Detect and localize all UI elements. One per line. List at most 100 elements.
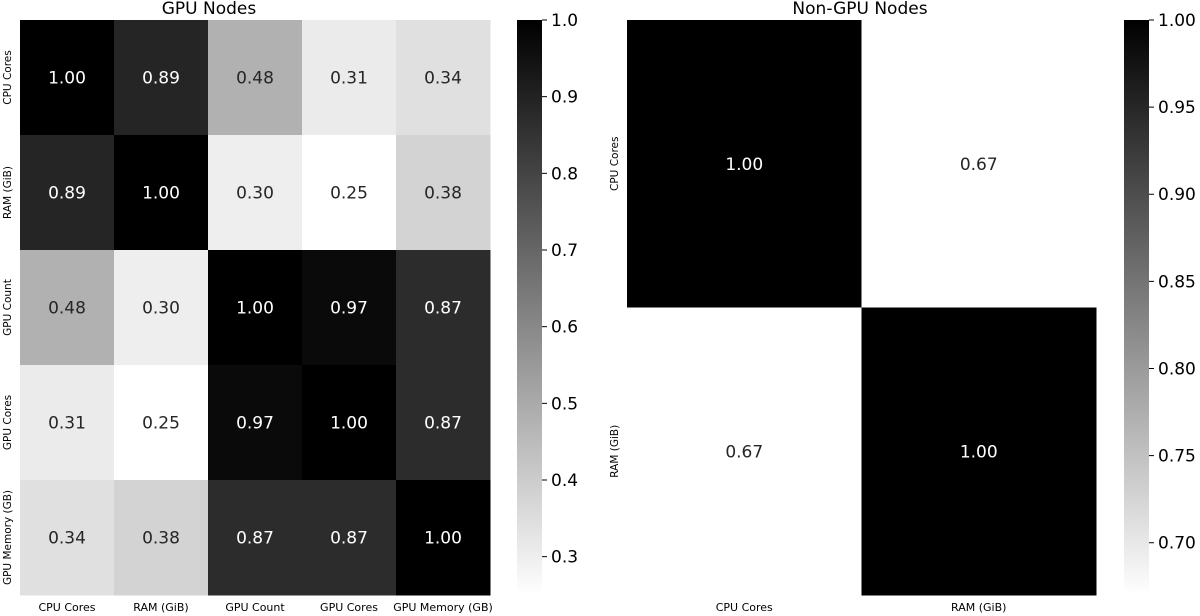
heatmap-cell — [861, 20, 1097, 308]
cell-value-label: 0.89 — [142, 69, 180, 89]
cell-value-label: 0.89 — [48, 184, 86, 204]
heatmap-cell — [396, 365, 491, 481]
heatmap-cell — [20, 250, 115, 366]
heatmap-cell — [208, 135, 303, 251]
column-label: CPU Cores — [716, 601, 773, 614]
cell-value-label: 1.00 — [142, 184, 180, 204]
chart-title: GPU Nodes — [162, 0, 257, 19]
cell-value-label: 0.87 — [236, 529, 274, 549]
heatmap-cell — [208, 250, 303, 366]
colorbar-tick-label: 0.9 — [551, 88, 578, 108]
colorbar-tick-label: 0.3 — [551, 548, 578, 568]
cell-value-label: 0.38 — [142, 529, 180, 549]
heatmap-cell — [302, 250, 397, 366]
heatmap-cell — [114, 480, 209, 596]
heatmap-cell — [396, 250, 491, 366]
column-labels: CPU Cores RAM (GiB) GPU Count GPU Cores GPU … — [38, 601, 492, 614]
cell-value-label: 0.31 — [48, 414, 86, 434]
heatmap-cells: 1.00 0.67 0.67 1.00 — [627, 20, 1097, 596]
heatmap-cell — [627, 307, 862, 596]
heatmap-cell — [114, 20, 209, 136]
column-label: RAM (GiB) — [951, 601, 1006, 614]
column-label: RAM (GiB) — [133, 601, 188, 614]
row-labels: CPU Cores RAM (GiB) GPU Count GPU Cores GPU … — [2, 50, 14, 585]
colorbar-tick-label: 0.75 — [1158, 447, 1196, 467]
heatmap-cell — [396, 480, 491, 596]
row-label: GPU Count — [2, 279, 14, 336]
row-label: GPU Cores — [2, 395, 14, 450]
cell-value-label: 0.30 — [142, 299, 180, 319]
row-labels: CPU Cores RAM (GiB) — [609, 137, 621, 478]
colorbar-ticks: 0.70 0.75 0.80 0.85 0.90 0.95 1.00 — [1149, 11, 1196, 554]
colorbar-tick-label: 0.90 — [1158, 185, 1196, 205]
row-label: CPU Cores — [2, 50, 14, 104]
colorbar-tick-label: 0.80 — [1158, 359, 1196, 379]
column-labels: CPU Cores RAM (GiB) — [716, 601, 1007, 614]
cell-value-label: 0.87 — [424, 414, 462, 434]
heatmap-cell — [627, 20, 862, 308]
chart-title: Non-GPU Nodes — [792, 0, 927, 19]
heatmap-cell — [861, 307, 1097, 596]
heatmap-cell — [20, 20, 115, 136]
heatmap-cell — [114, 365, 209, 481]
colorbar-tick-label: 0.7 — [551, 241, 578, 261]
colorbar-gradient — [1124, 20, 1149, 595]
colorbar-ticks: 0.3 0.4 0.5 0.6 0.7 0.8 0.9 1.0 — [542, 11, 578, 568]
colorbar-tick-label: 0.95 — [1158, 98, 1196, 118]
cell-value-label: 0.34 — [48, 529, 86, 549]
heatmap-cell — [208, 20, 303, 136]
colorbar-tick-label: 1.0 — [551, 11, 578, 31]
heatmap-non-gpu-nodes: Non-GPU Nodes 1.00 0.67 0.67 1.00 CPU Cores… — [609, 0, 1097, 614]
cell-value-label: 1.00 — [236, 299, 274, 319]
cell-value-label: 0.34 — [424, 69, 462, 89]
colorbar-tick-label: 0.70 — [1158, 534, 1196, 554]
heatmap-cell — [302, 365, 397, 481]
colorbar-tick-label: 0.8 — [551, 164, 578, 184]
row-label: GPU Memory (GB) — [2, 490, 14, 585]
cell-value-label: 1.00 — [424, 529, 462, 549]
cell-value-label: 0.48 — [48, 299, 86, 319]
column-label: GPU Memory (GB) — [393, 601, 493, 614]
heatmap-cell — [396, 20, 491, 136]
colorbar-tick-label: 0.5 — [551, 394, 578, 414]
colorbar-non-gpu-nodes: 0.70 0.75 0.80 0.85 0.90 0.95 1.00 — [1124, 11, 1196, 595]
cell-value-label: 0.25 — [142, 414, 180, 434]
heatmap-cells: 1.00 0.89 0.48 0.31 0.34 0.89 1.00 0.30 0.25 0.38… — [20, 20, 491, 596]
row-label: CPU Cores — [609, 137, 621, 191]
cell-value-label: 0.87 — [330, 529, 368, 549]
colorbar-tick-label: 1.00 — [1158, 11, 1196, 31]
colorbar-tick-label: 0.6 — [551, 318, 578, 338]
heatmap-cell — [302, 20, 397, 136]
heatmap-cell — [114, 135, 209, 251]
cell-value-label: 0.97 — [330, 299, 368, 319]
cell-value-label: 0.30 — [236, 184, 274, 204]
cell-value-label: 1.00 — [330, 414, 368, 434]
cell-value-label: 0.67 — [725, 442, 763, 462]
heatmap-cell — [302, 480, 397, 596]
heatmap-cell — [208, 365, 303, 481]
heatmap-cell — [20, 135, 115, 251]
row-label: RAM (GiB) — [2, 166, 14, 219]
heatmap-cell — [208, 480, 303, 596]
heatmap-cell — [20, 480, 115, 596]
colorbar-gpu-nodes: 0.3 0.4 0.5 0.6 0.7 0.8 0.9 1.0 — [517, 11, 578, 595]
column-label: GPU Count — [225, 601, 285, 614]
cell-value-label: 0.67 — [960, 155, 998, 175]
heatmap-cell — [302, 135, 397, 251]
heatmap-cell — [20, 365, 115, 481]
heatmap-cell — [396, 135, 491, 251]
cell-value-label: 0.31 — [330, 69, 368, 89]
colorbar-gradient — [517, 20, 542, 595]
cell-value-label: 0.25 — [330, 184, 368, 204]
cell-value-label: 1.00 — [48, 69, 86, 89]
cell-value-label: 0.97 — [236, 414, 274, 434]
colorbar-tick-label: 0.85 — [1158, 272, 1196, 292]
heatmap-gpu-nodes: GPU Nodes 1.00 0.89 0.48 0.31 0.34 0.89 1.00 0.… — [2, 0, 493, 614]
cell-value-label: 1.00 — [725, 155, 763, 175]
colorbar-tick-label: 0.4 — [551, 471, 578, 491]
column-label: GPU Cores — [320, 601, 378, 614]
row-label: RAM (GiB) — [609, 425, 621, 478]
cell-value-label: 0.38 — [424, 184, 462, 204]
cell-value-label: 1.00 — [960, 442, 998, 462]
